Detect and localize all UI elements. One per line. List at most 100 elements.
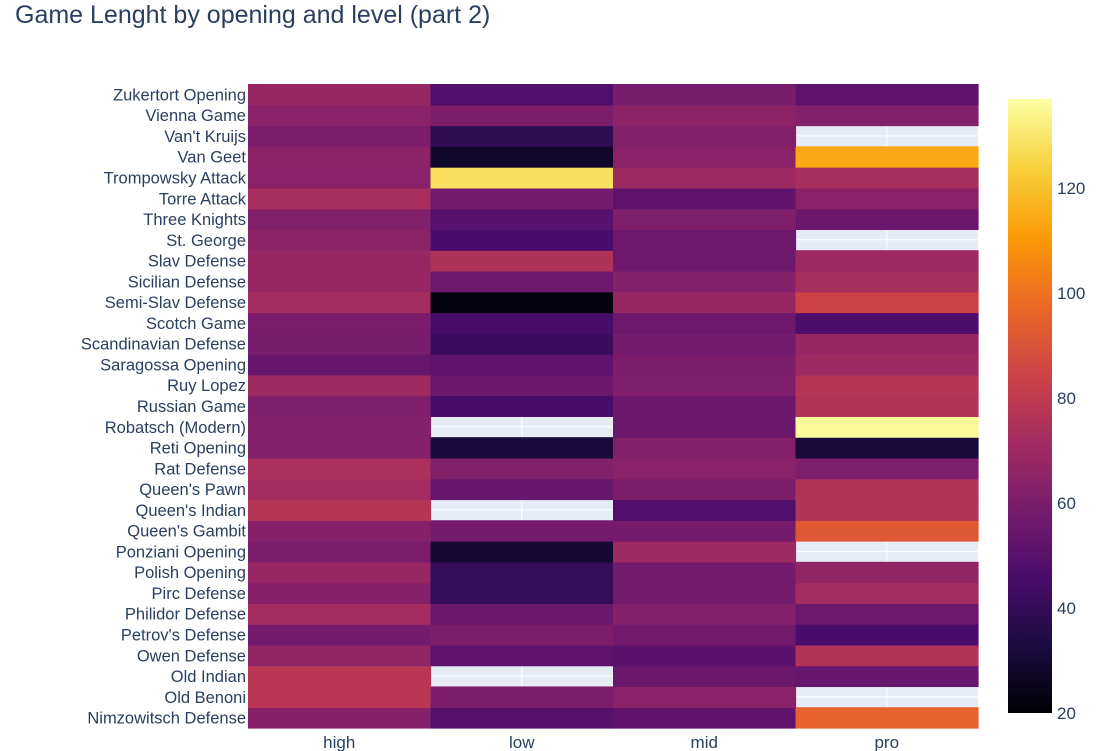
heatmap-cell [248,541,432,563]
x-tick-label: low [509,733,535,751]
heatmap-cell [430,561,614,584]
heatmap-cell [430,541,614,563]
y-tick-label: Queen's Indian [136,502,246,520]
heatmap-cell [248,250,432,272]
y-tick-label: Robatsch (Modern) [105,419,246,437]
heatmap-cell [248,437,432,459]
heatmap-cell [613,84,797,106]
heatmap-cell [613,478,797,501]
y-tick-label: Old Benoni [164,689,246,707]
heatmap-cell [248,146,432,168]
y-tick-label: St. George [166,232,246,250]
heatmap-cell [430,644,614,667]
y-tick-label: Van't Kruijs [164,128,246,146]
heatmap-cell [613,125,797,147]
heatmap-cell [430,624,614,646]
y-tick-label: Zukertort Opening [113,86,246,104]
heatmap-cell [613,437,797,459]
y-tick-label: Queen's Pawn [139,481,246,499]
colorbar-tick-label: 40 [1057,599,1076,618]
heatmap-cell [248,416,432,438]
heatmap-cell [795,333,979,355]
heatmap-cell [248,603,432,625]
y-tick-label: Rat Defense [154,460,246,478]
y-tick-label: Queen's Gambit [127,523,246,541]
y-tick-label: Old Indian [171,668,246,686]
heatmap-cell [795,291,979,314]
heatmap-cell [795,167,979,189]
heatmap-cell [795,624,979,646]
heatmap-cell [613,582,797,604]
y-tick-label: Reti Opening [150,440,246,458]
heatmap-cell [248,707,432,729]
heatmap-cell [430,84,614,106]
heatmap-cell [248,208,432,231]
y-tick-label: Ruy Lopez [167,377,246,395]
heatmap-cell [795,582,979,604]
heatmap-cell [613,208,797,231]
x-tick-label: pro [874,733,899,751]
y-tick-label: Ponziani Opening [116,543,246,561]
heatmap-cell [613,333,797,355]
heatmap-cell [248,582,432,604]
heatmap-cell [248,374,432,397]
y-tick-label: Semi-Slav Defense [105,294,246,312]
heatmap-cell [613,561,797,584]
x-axis-labels: high low mid pro [323,733,899,751]
heatmap-cell [613,499,797,521]
heatmap-cell [430,395,614,417]
heatmap-cell [430,333,614,355]
heatmap-cell [795,478,979,501]
heatmap-cell [248,104,432,127]
heatmap-cell [248,84,432,106]
heatmap-cell [430,603,614,625]
heatmap-cell [248,229,432,251]
heatmap-cell [795,395,979,417]
heatmap-cell [613,187,797,210]
x-tick-label: mid [691,733,718,751]
heatmap-cell [795,499,979,521]
chart-title: Game Lenght by opening and level (part 2… [15,1,491,29]
y-tick-label: Trompowsky Attack [104,169,247,187]
heatmap-cell [613,270,797,293]
heatmap-cell [430,374,614,397]
colorbar-tick-label: 100 [1057,284,1085,303]
heatmap-cell [248,686,432,708]
heatmap-cell [248,644,432,667]
heatmap-cell [795,312,979,334]
heatmap-cell [613,686,797,708]
heatmap-cell [248,561,432,584]
heatmap-cell [795,187,979,210]
y-tick-label: Philidor Defense [125,606,246,624]
y-tick-label: Pirc Defense [152,585,246,603]
heatmap-cell [613,644,797,667]
y-tick-label: Owen Defense [137,647,246,665]
heatmap-cell [430,250,614,272]
y-tick-label: Petrov's Defense [121,627,246,645]
heatmap-cell [613,457,797,480]
heatmap-cell [430,270,614,293]
heatmap-cell [430,582,614,604]
y-axis-labels: Nimzowitsch Defense Old Benoni Old Indian O… [81,86,247,727]
heatmap-cells [248,84,979,729]
heatmap-cell [613,250,797,272]
heatmap-cell [248,478,432,501]
heatmap-cell [795,374,979,397]
heatmap-cell [795,520,979,542]
heatmap-cell [613,603,797,625]
heatmap-cell [613,541,797,563]
colorbar-tick-label: 60 [1057,494,1076,513]
heatmap-cell [430,437,614,459]
heatmap-cell [613,167,797,189]
heatmap-cell [795,270,979,293]
y-tick-label: Russian Game [137,398,246,416]
y-tick-label: Nimzowitsch Defense [87,710,246,728]
heatmap-cell [795,457,979,480]
heatmap-cell [795,250,979,272]
heatmap-cell [613,104,797,127]
heatmap-cell [795,437,979,459]
colorbar: 20 40 60 80 100 120 [1008,99,1085,723]
heatmap-cell [430,187,614,210]
colorbar-tick-label: 20 [1057,704,1076,723]
heatmap-cell [613,416,797,438]
